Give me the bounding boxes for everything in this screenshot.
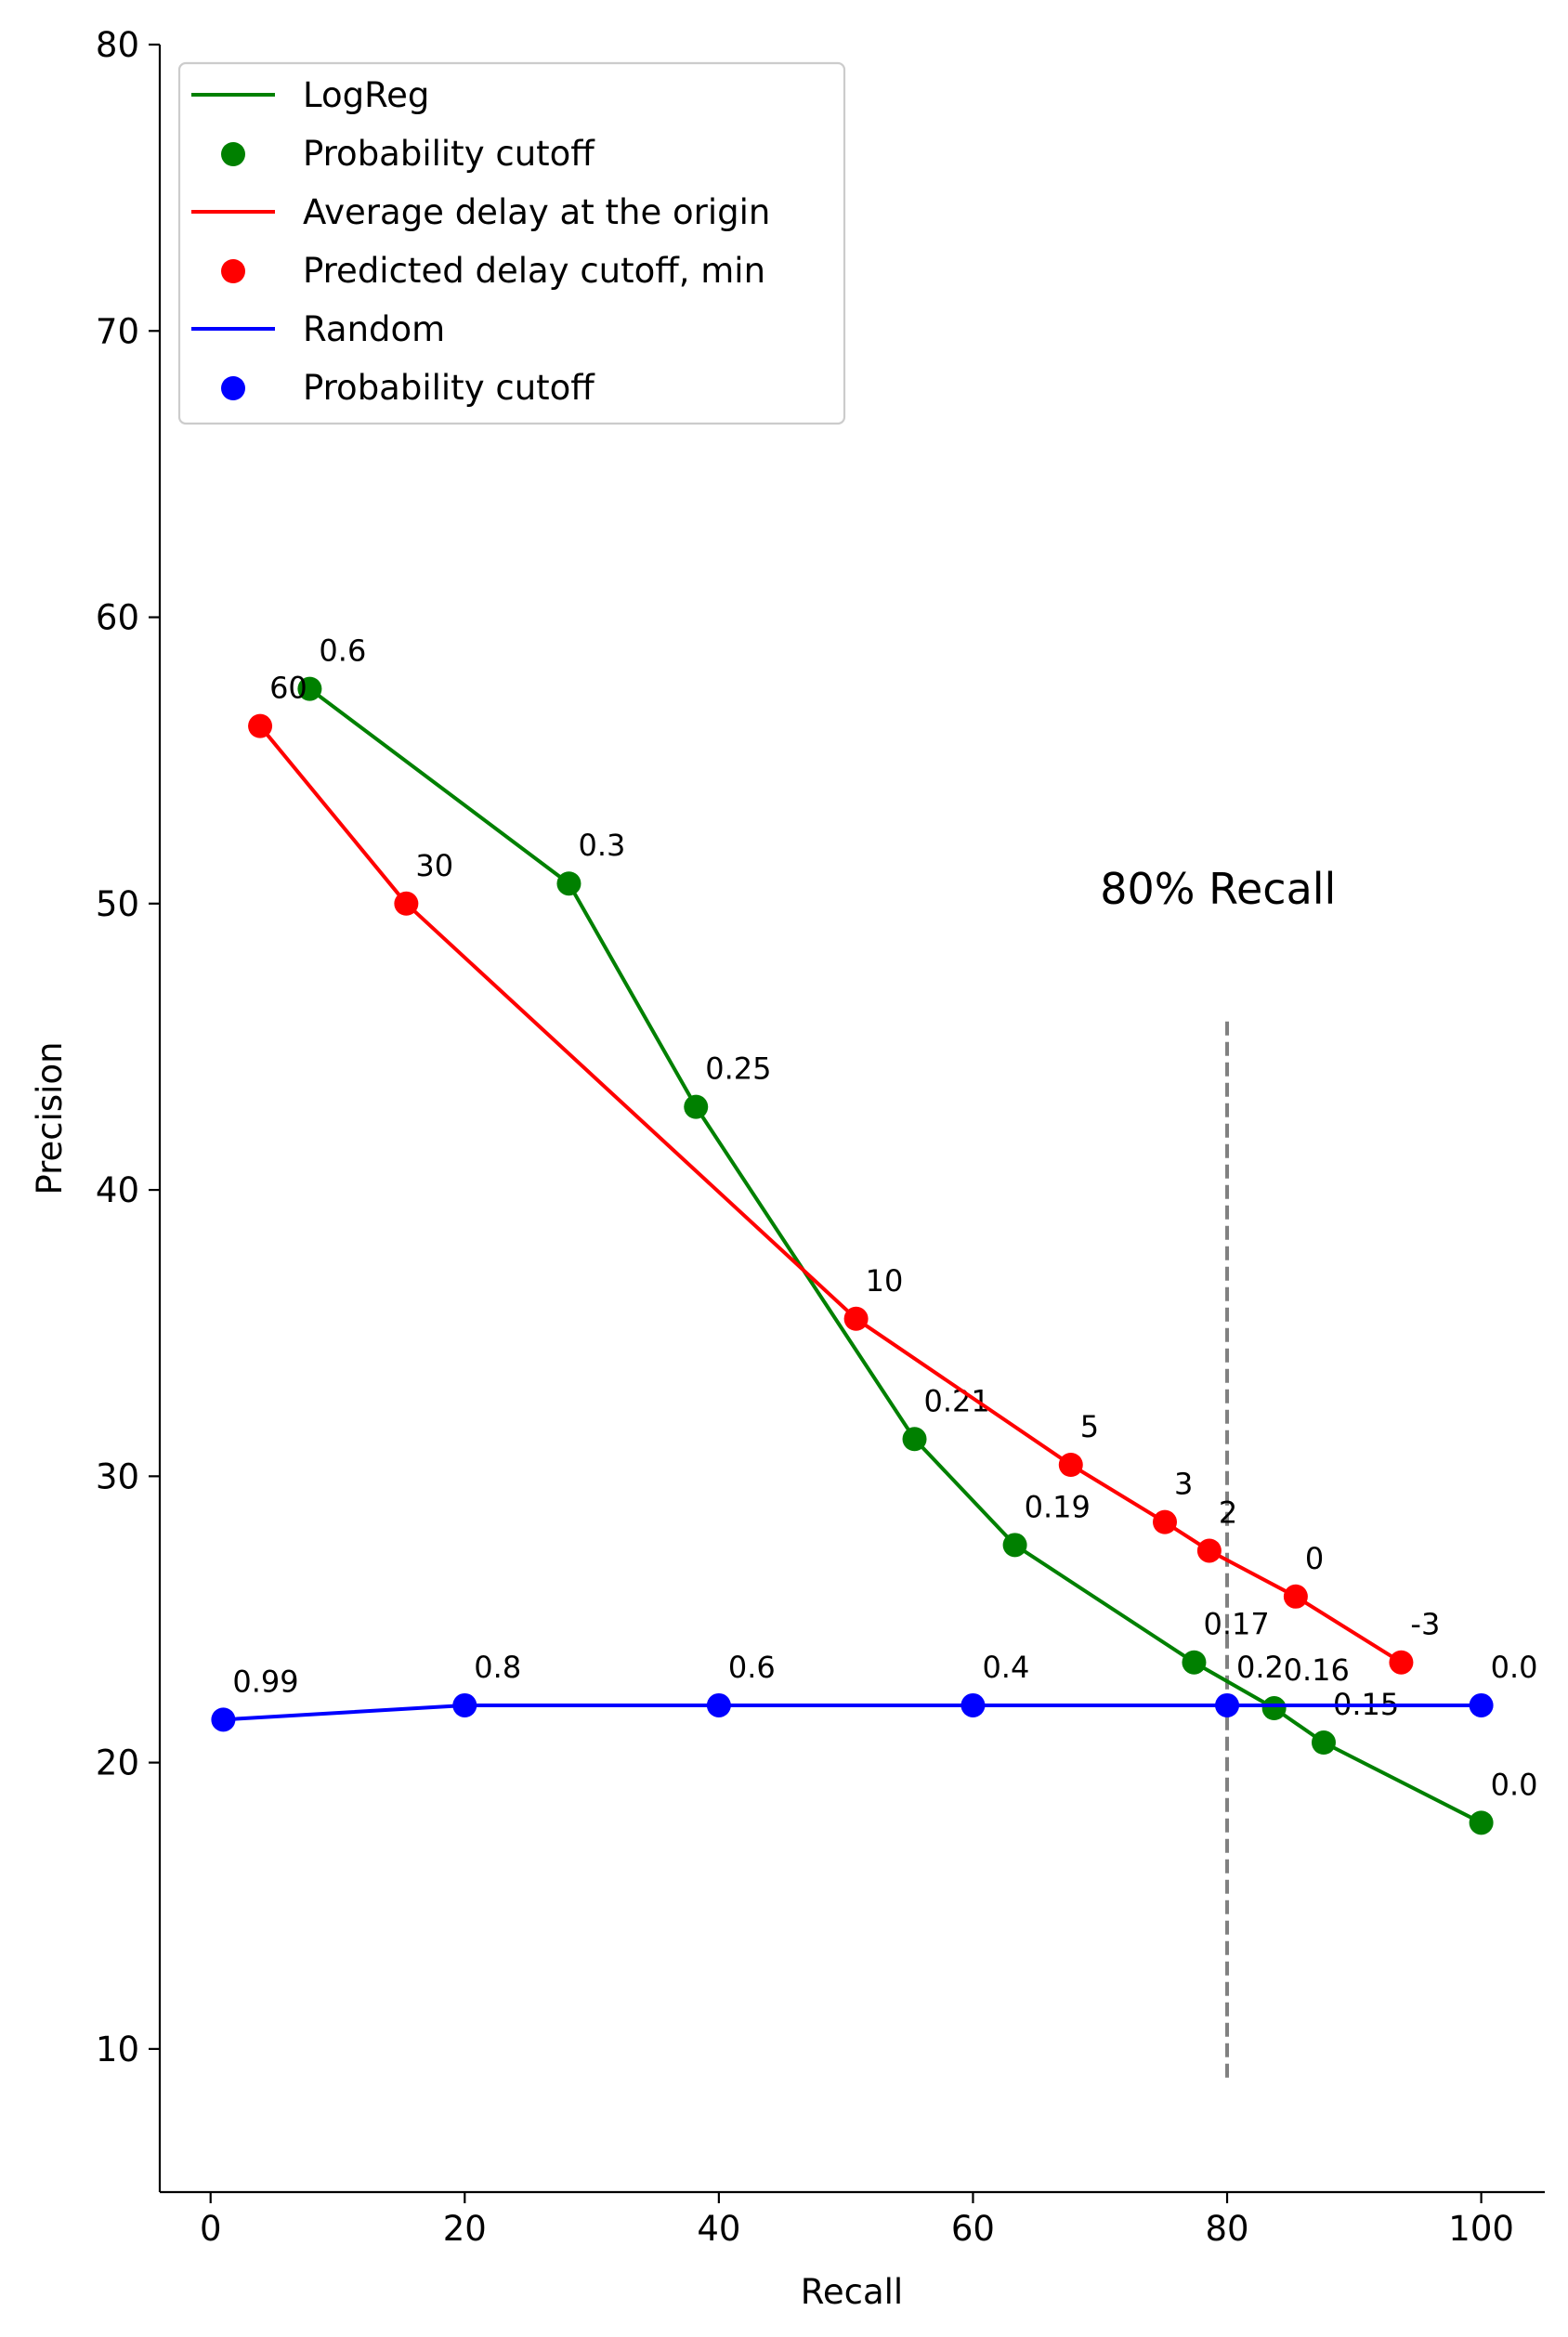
series-delay: 60 30 10 5 32 0 -3: [248, 671, 1440, 1675]
legend-label-logreg: LogReg: [303, 75, 429, 115]
data-point-delay: [394, 891, 419, 916]
data-label-delay: 5: [1080, 1409, 1099, 1444]
data-label-delay: 10: [866, 1263, 904, 1299]
y-axis-label: Precision: [30, 1041, 70, 1195]
data-point-logreg: [1261, 1696, 1287, 1721]
data-point-random: [706, 1692, 731, 1717]
data-point-logreg: [902, 1427, 927, 1452]
data-point-delay: [1196, 1538, 1222, 1563]
data-point-logreg: [684, 1094, 709, 1119]
data-label-random: 0.0: [1491, 1650, 1538, 1685]
y-tick-label: 20: [96, 1743, 139, 1783]
data-label-delay: 2: [1219, 1495, 1237, 1530]
data-label-logreg: 0.17: [1203, 1607, 1269, 1642]
data-label-delay: -3: [1410, 1607, 1440, 1642]
series-layer: 0.60.30.250.210.190.170.160.150.06030105…: [211, 633, 1537, 1835]
y-tick-label: 80: [96, 25, 139, 65]
series-logreg: 0.60.30.250.210.190.170.160.150.0: [297, 633, 1537, 1835]
x-tick-label: 100: [1448, 2209, 1514, 2249]
data-label-logreg: 0.0: [1491, 1767, 1538, 1802]
data-label-random: 0.99: [232, 1664, 298, 1699]
x-axis-label: Recall: [801, 2272, 903, 2312]
data-point-delay: [248, 713, 273, 738]
data-point-delay: [843, 1306, 869, 1331]
data-point-delay: [1389, 1650, 1414, 1675]
data-label-logreg: 0.6: [319, 633, 366, 669]
data-point-logreg: [1182, 1650, 1207, 1675]
reference-line-label: 80% Recall: [1100, 864, 1336, 914]
series-line-delay: [258, 725, 1403, 1665]
legend-label-logreg-points: Probability cutoff: [303, 134, 595, 174]
data-point-random: [960, 1692, 986, 1717]
data-point-random: [211, 1707, 236, 1732]
data-label-delay: 30: [415, 848, 453, 883]
data-label-delay: 60: [269, 671, 307, 706]
legend-label-random: Random: [303, 309, 445, 349]
data-point-delay: [1283, 1584, 1308, 1609]
data-label-logreg: 0.19: [1025, 1489, 1091, 1524]
legend-swatch-random-points: [221, 376, 245, 400]
data-point-logreg: [556, 871, 581, 896]
data-point-delay: [1058, 1453, 1083, 1478]
series-line-random: [223, 1703, 1482, 1722]
x-tick-label: 80: [1205, 2209, 1248, 2249]
x-tick-label: 60: [951, 2209, 995, 2249]
axes-layer: [158, 45, 1545, 2194]
legend-frame: [177, 61, 846, 425]
series-random: 0.99 0.8 0.6 0.4 0.2 0.0: [211, 1650, 1538, 1732]
data-label-random: 0.8: [474, 1650, 521, 1685]
legend-swatch-delay-points: [221, 259, 245, 283]
legend-label-delay-points: Predicted delay cutoff, min: [303, 251, 765, 291]
data-point-random: [1469, 1692, 1494, 1717]
legend-swatch-logreg-points: [221, 142, 245, 166]
y-tick-label: 60: [96, 598, 139, 638]
data-label-random: 0.6: [728, 1650, 776, 1685]
data-point-logreg: [297, 676, 322, 701]
y-tick-label: 30: [96, 1456, 139, 1496]
y-tick-label: 70: [96, 311, 139, 351]
x-tick-label: 20: [443, 2209, 487, 2249]
data-label-random: 0.2: [1236, 1650, 1284, 1685]
data-label-delay: 0: [1305, 1541, 1324, 1576]
data-label-delay: 3: [1174, 1467, 1193, 1502]
data-point-delay: [1153, 1509, 1178, 1534]
data-point-logreg: [1002, 1533, 1027, 1558]
legend-label-random-points: Probability cutoff: [303, 368, 595, 408]
x-tick-label: 0: [200, 2209, 222, 2249]
x-tick-label: 40: [697, 2209, 740, 2249]
y-tick-label: 40: [96, 1170, 139, 1210]
data-point-random: [452, 1692, 477, 1717]
legend: LogReg Probability cutoff Average delay …: [177, 61, 846, 425]
data-label-logreg: 0.16: [1284, 1652, 1350, 1688]
y-tick-label: 10: [96, 2030, 139, 2069]
data-label-logreg: 0.25: [705, 1051, 771, 1087]
legend-label-delay: Average delay at the origin: [303, 192, 770, 232]
data-point-random: [1215, 1692, 1240, 1717]
data-point-logreg: [1311, 1730, 1336, 1756]
y-tick-label: 50: [96, 884, 139, 924]
data-label-logreg: 0.3: [578, 828, 625, 863]
data-point-logreg: [1469, 1810, 1494, 1835]
data-label-random: 0.4: [982, 1650, 1029, 1685]
